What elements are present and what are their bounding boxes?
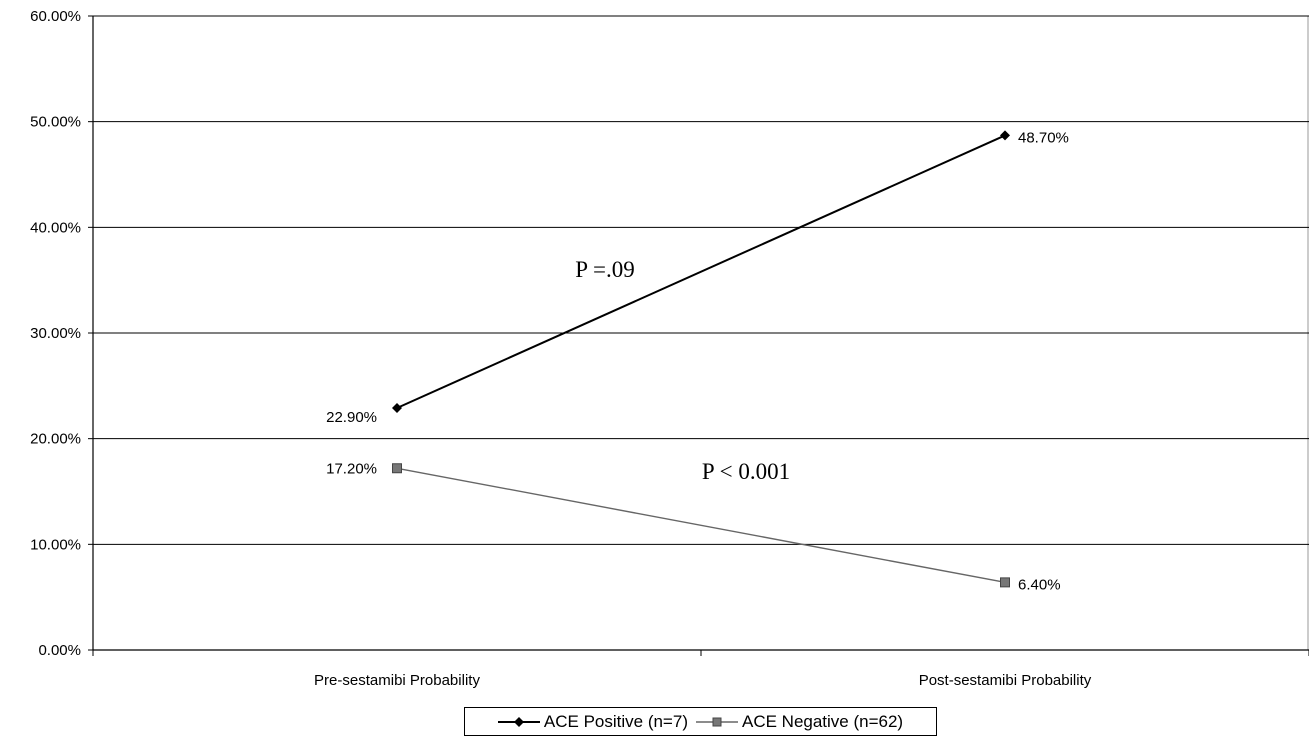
- legend-item-ace-positive: ACE Positive (n=7): [497, 711, 688, 732]
- legend-label-ace-negative: ACE Negative (n=62): [741, 711, 904, 731]
- y-tick-label: 40.00%: [30, 219, 81, 236]
- data-label: 17.20%: [326, 460, 377, 477]
- y-tick-label: 10.00%: [30, 536, 81, 553]
- x-tick-label: Post-sestamibi Probability: [919, 672, 1092, 689]
- data-point: [392, 463, 402, 474]
- x-tick-label: Pre-sestamibi Probability: [314, 672, 480, 689]
- data-point: [1000, 577, 1010, 588]
- line-chart: 0.00% 10.00% 20.00% 30.00% 40.00% 50.00% 60.00…: [30, 8, 1309, 689]
- legend-label-ace-positive: ACE Positive (n=7): [543, 711, 688, 731]
- data-point: [392, 403, 402, 414]
- data-label: 6.40%: [1018, 576, 1061, 593]
- series-line: [396, 467, 1006, 584]
- data-label: 22.90%: [326, 409, 377, 426]
- diamond-marker-icon: [497, 716, 540, 727]
- y-tick-label: 30.00%: [30, 325, 81, 342]
- data-point: [1000, 130, 1010, 141]
- y-tick-label: 50.00%: [30, 114, 81, 131]
- p-value-annotation: P =.09: [575, 257, 634, 282]
- y-tick-label: 0.00%: [38, 642, 81, 659]
- data-label: 48.70%: [1018, 129, 1069, 146]
- square-marker-icon: [695, 717, 738, 726]
- p-value-annotation: P < 0.001: [702, 459, 790, 484]
- y-tick-label: 20.00%: [30, 431, 81, 448]
- series-line: [396, 134, 1006, 409]
- legend-item-ace-negative: ACE Negative (n=62): [695, 711, 904, 732]
- y-tick-label: 60.00%: [30, 8, 81, 25]
- legend: ACE Positive (n=7) ACE Negative (n=62): [464, 707, 937, 736]
